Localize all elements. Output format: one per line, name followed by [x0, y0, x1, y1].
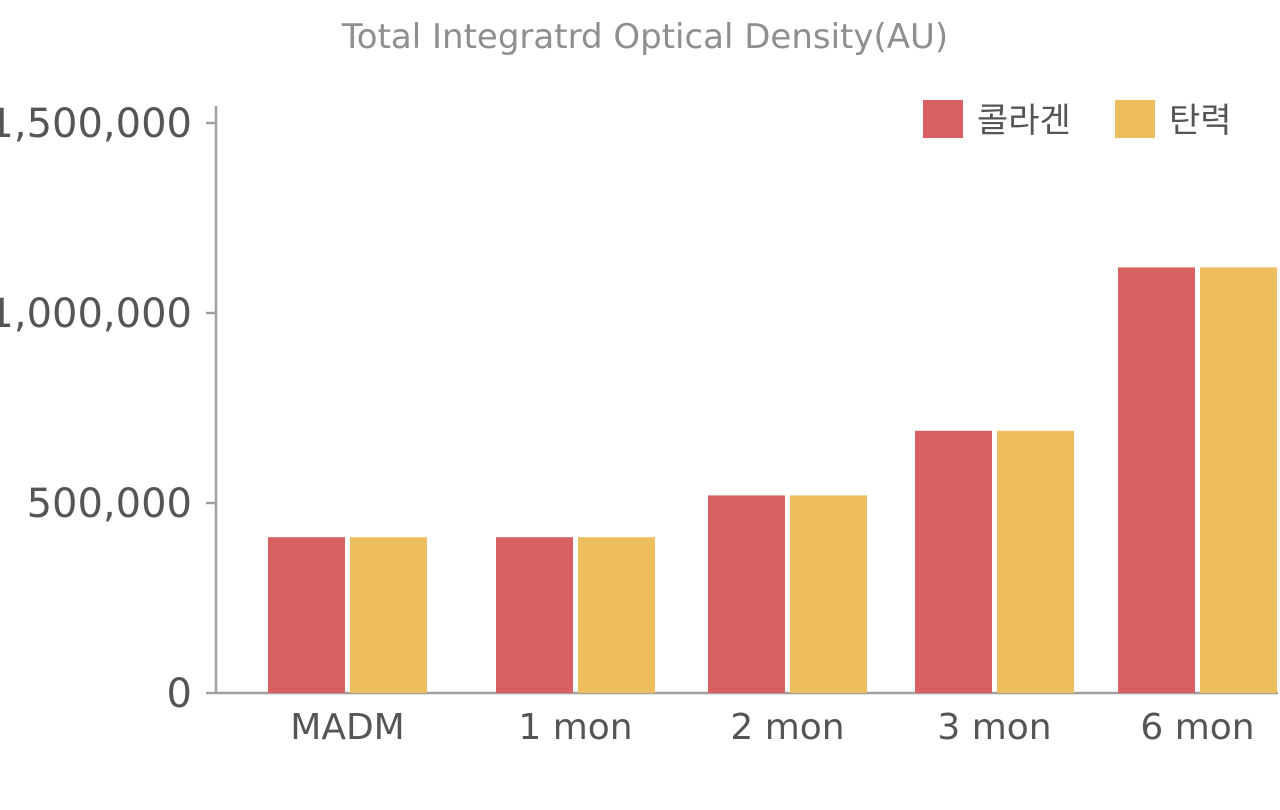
bars	[268, 267, 1277, 693]
bar-collagen-0	[268, 537, 345, 693]
bar-collagen-3	[915, 430, 992, 693]
legend: 콜라겐 탄력	[923, 100, 1232, 141]
x-tick-label: 1 mon	[518, 707, 632, 748]
bar-elasticity-3	[997, 430, 1074, 693]
x-tick-label: 2 mon	[730, 707, 844, 748]
y-tick-label: 1,500,000	[0, 101, 192, 147]
y-tick-label: 0	[167, 671, 192, 717]
x-tick-label: 6 mon	[1140, 707, 1254, 748]
bar-elasticity-2	[790, 495, 867, 693]
bar-collagen-2	[708, 495, 785, 693]
legend-label: 탄력	[1169, 101, 1232, 141]
bar-collagen-4	[1118, 267, 1195, 693]
x-axis: MADM 1 mon 2 mon 3 mon 6 mon	[216, 691, 1278, 748]
chart-title: Total Integratrd Optical Density(AU)	[341, 17, 948, 57]
y-tick-label: 1,000,000	[0, 291, 192, 337]
legend-label: 콜라겐	[977, 101, 1071, 141]
legend-swatch	[923, 100, 963, 138]
bar-elasticity-0	[350, 537, 427, 693]
bar-elasticity-1	[578, 537, 655, 693]
bar-elasticity-4	[1200, 267, 1277, 693]
legend-swatch	[1115, 100, 1155, 138]
x-tick-label: 3 mon	[937, 707, 1051, 748]
x-tick-label: MADM	[290, 707, 404, 748]
bar-collagen-1	[496, 537, 573, 693]
y-axis: 0 500,000 1,000,000 1,500,000	[0, 101, 218, 717]
y-tick-label: 500,000	[27, 481, 192, 527]
